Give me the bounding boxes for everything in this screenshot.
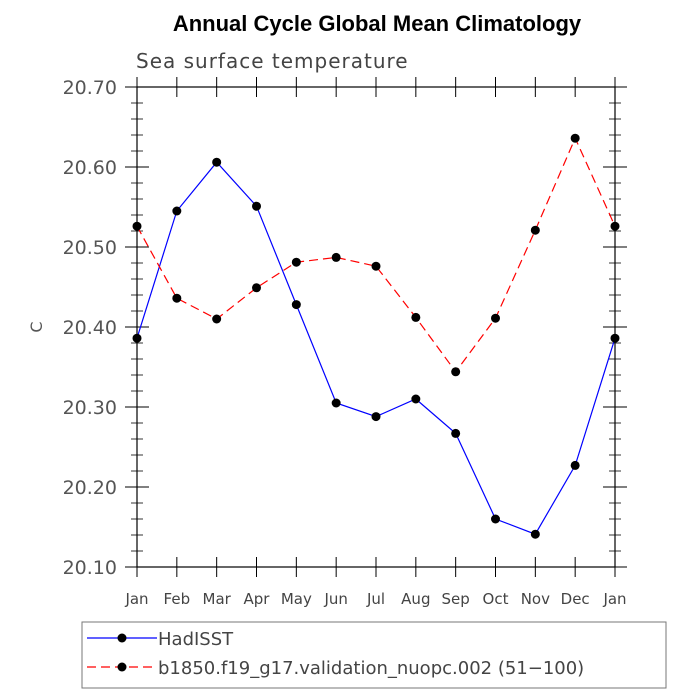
data-point: [491, 313, 500, 323]
y-axis-label: C: [27, 321, 46, 332]
x-tick-label: Sep: [442, 590, 470, 608]
legend-marker-model: [117, 662, 127, 672]
y-axis: 20.10 20.20 20.30 20.40 20.50 20.60 20.70: [63, 77, 627, 579]
series-layer: [132, 133, 620, 539]
legend-label-model: b1850.f19_g17.validation_nuopc.002 (51−1…: [158, 658, 584, 679]
x-axis: Jan Feb Mar Apr May Jun Jul Aug Sep Oct Nov Dec Jan: [124, 77, 627, 608]
y-tick-label: 20.70: [63, 77, 117, 99]
data-point: [132, 221, 142, 231]
series-line-1: [136, 136, 616, 373]
data-point: [491, 514, 500, 524]
data-point: [212, 314, 222, 324]
y-tick-label: 20.50: [63, 237, 117, 259]
chart-title: Annual Cycle Global Mean Climatology: [173, 11, 582, 36]
data-point: [132, 333, 142, 343]
data-point: [172, 206, 182, 216]
y-tick-label: 20.10: [63, 557, 117, 579]
data-point: [252, 283, 261, 293]
x-tick-label: Mar: [203, 590, 232, 608]
x-tick-label: Feb: [164, 590, 191, 608]
series-line-0: [136, 161, 616, 535]
legend: HadISST b1850.f19_g17.validation_nuopc.0…: [81, 621, 667, 689]
plot-frame: [136, 86, 616, 568]
data-point: [291, 300, 301, 310]
x-tick-label: Nov: [521, 590, 550, 608]
data-point: [371, 412, 381, 422]
data-point: [252, 201, 261, 211]
data-point: [610, 333, 620, 343]
x-tick-label: Dec: [561, 590, 590, 608]
x-tick-label: Apr: [244, 590, 271, 608]
data-point: [371, 261, 381, 271]
data-point: [530, 225, 540, 235]
data-point: [411, 394, 421, 404]
y-tick-label: 20.40: [63, 317, 117, 339]
legend-box: [81, 621, 667, 689]
data-point: [411, 312, 421, 322]
legend-marker-hadisst: [117, 633, 127, 643]
x-tick-label: Aug: [401, 590, 430, 608]
data-point: [570, 133, 580, 143]
x-tick-label: Jun: [323, 590, 347, 608]
y-tick-label: 20.20: [63, 477, 117, 499]
data-point: [212, 157, 222, 167]
data-point: [530, 529, 540, 539]
data-point: [331, 398, 341, 408]
data-point: [570, 460, 580, 470]
data-point: [172, 293, 182, 303]
x-tick-label: May: [281, 590, 312, 608]
x-tick-label: Jul: [366, 590, 385, 608]
y-tick-label: 20.30: [63, 397, 117, 419]
data-point: [451, 367, 461, 377]
data-point: [451, 428, 461, 438]
x-tick-label: Jan: [124, 590, 148, 608]
legend-label-hadisst: HadISST: [158, 629, 234, 650]
data-point: [610, 221, 620, 231]
x-tick-label: Jan: [602, 590, 626, 608]
y-tick-label: 20.60: [63, 157, 117, 179]
data-point: [331, 252, 341, 262]
data-point: [291, 257, 301, 267]
x-tick-label: Oct: [483, 590, 509, 608]
chart-subtitle: Sea surface temperature: [136, 49, 409, 73]
